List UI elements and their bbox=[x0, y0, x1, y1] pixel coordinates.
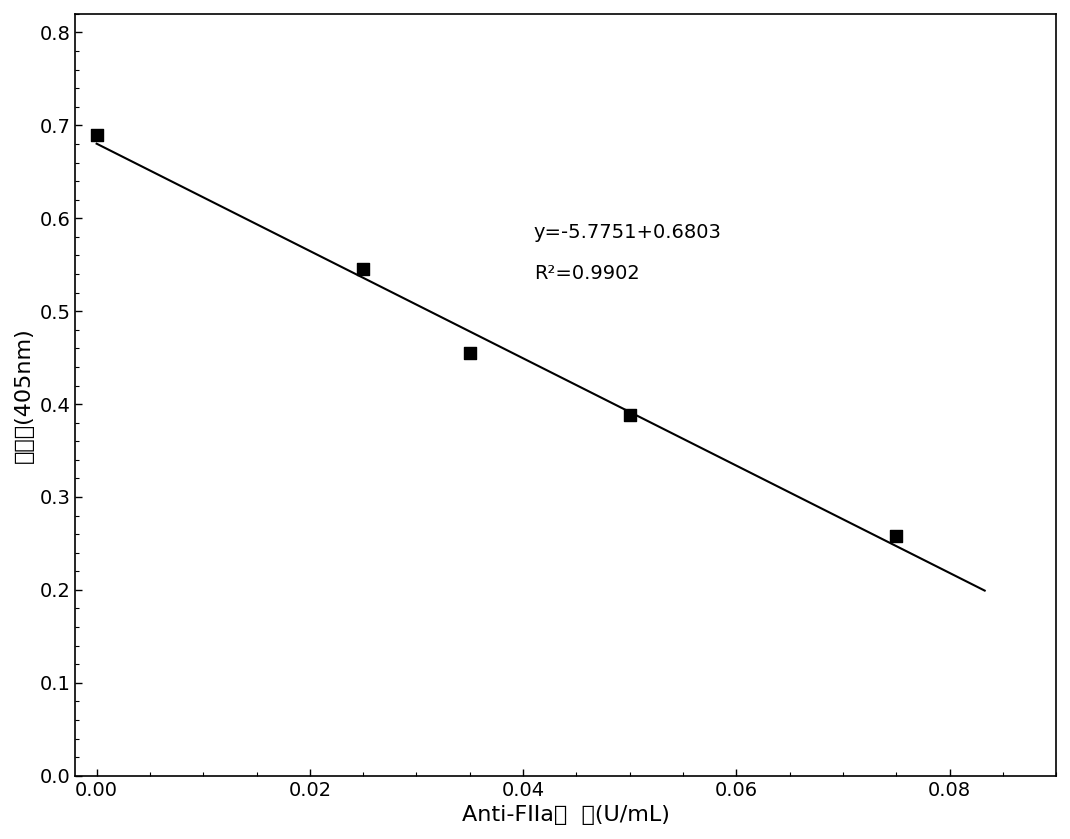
Point bbox=[354, 263, 371, 276]
Text: R²=0.9902: R²=0.9902 bbox=[534, 264, 640, 284]
Point bbox=[888, 529, 905, 543]
X-axis label: Anti-FIIa效  价(U/mL): Anti-FIIa效 价(U/mL) bbox=[462, 805, 670, 825]
Point bbox=[461, 347, 478, 360]
Y-axis label: 吸光度(405nm): 吸光度(405nm) bbox=[14, 327, 34, 462]
Text: y=-5.7751+0.6803: y=-5.7751+0.6803 bbox=[534, 222, 721, 242]
Point bbox=[621, 409, 638, 422]
Point bbox=[88, 128, 105, 142]
